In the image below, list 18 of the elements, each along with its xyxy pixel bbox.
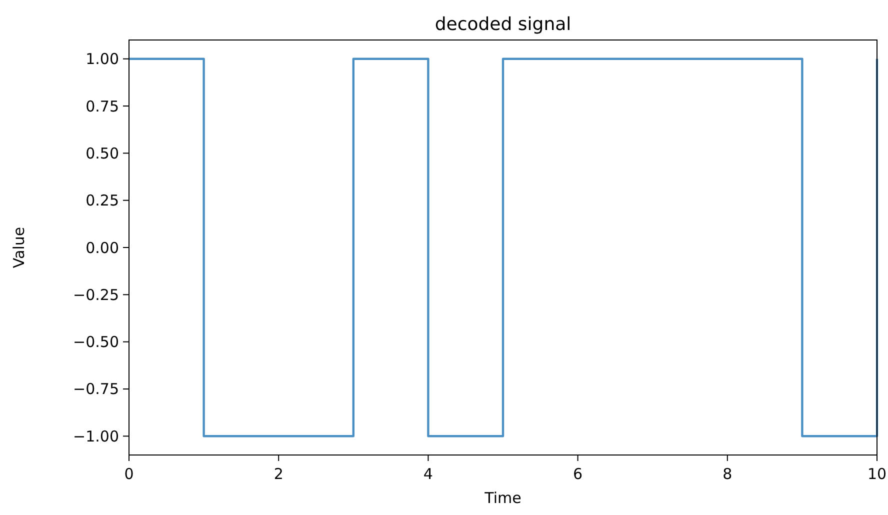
y-tick-label: 1.00 [86,50,119,68]
x-tick-label: 4 [423,465,433,483]
y-tick-label: −0.75 [73,380,119,398]
x-tick-label: 8 [722,465,732,483]
y-tick-label: −0.50 [73,333,119,352]
y-tick-label: −0.25 [73,286,119,304]
y-tick-label: 0.25 [86,192,119,210]
x-tick-label: 6 [573,465,583,483]
y-tick-label: 0.75 [86,97,119,116]
y-tick-label: 0.50 [86,144,119,162]
chart-title: decoded signal [434,14,572,35]
x-tick-label: 0 [124,465,134,483]
x-axis-title: Time [484,489,522,507]
y-tick-label: 0.00 [86,238,119,257]
y-axis-title: Value [10,226,28,268]
x-tick-label: 10 [867,465,887,483]
x-tick-label: 2 [274,465,284,483]
y-tick-label: −1.00 [73,427,119,446]
